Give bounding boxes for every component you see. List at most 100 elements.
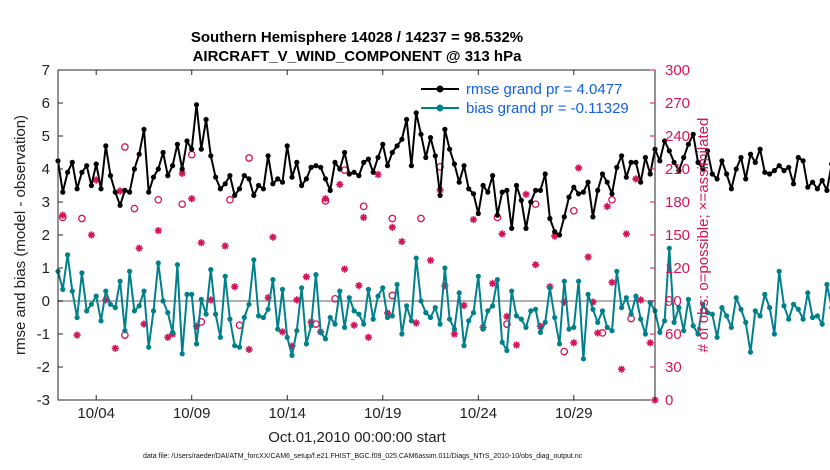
rmse-point: [399, 136, 405, 142]
rmse-point: [131, 166, 137, 172]
obs-assimilated-marker: [231, 283, 239, 291]
rmse-point: [695, 159, 701, 165]
rmse-point: [738, 154, 744, 161]
rmse-point: [461, 163, 467, 169]
rmse-point: [136, 151, 142, 157]
obs-assimilated-marker: [355, 282, 363, 290]
bias-point: [733, 295, 739, 301]
bias-point: [657, 329, 663, 335]
rmse-point: [719, 158, 725, 164]
rmse-point: [552, 229, 558, 235]
y-right-tick-label: 300: [665, 62, 690, 79]
rmse-point: [685, 141, 692, 147]
rmse-point: [184, 138, 190, 144]
y-right-tick-label: 90: [665, 293, 682, 310]
bias-point: [767, 305, 773, 311]
rmse-point: [174, 141, 180, 147]
rmse-point: [690, 131, 696, 137]
rmse-point: [141, 126, 147, 132]
obs-possible-marker: [245, 154, 253, 162]
bias-point: [251, 257, 257, 263]
bias-point: [365, 286, 371, 292]
bias-point: [700, 301, 706, 307]
bias-point: [451, 326, 457, 332]
bias-point: [513, 313, 520, 319]
rmse-point: [762, 169, 768, 175]
y-tick-label: -1: [37, 326, 50, 343]
rmse-point: [332, 159, 338, 165]
bias-point: [485, 308, 491, 314]
rmse-point: [318, 164, 324, 170]
rmse-point: [743, 176, 749, 182]
rmse-point: [824, 187, 830, 193]
y-right-tick-label: 210: [665, 161, 690, 178]
bias-point: [79, 270, 85, 276]
rmse-point: [767, 171, 773, 177]
rmse-point: [165, 173, 171, 179]
bias-point: [289, 352, 295, 358]
obs-assimilated-marker: [570, 339, 578, 347]
x-tick-label: 10/04: [77, 405, 115, 422]
bias-point: [542, 319, 548, 325]
obs-possible-marker: [503, 320, 511, 328]
bias-point: [576, 278, 582, 284]
rmse-point: [370, 169, 376, 175]
bias-point: [69, 288, 75, 294]
rmse-point: [662, 138, 668, 144]
bias-point: [260, 314, 266, 321]
rmse-point: [623, 174, 629, 180]
y-tick-label: 1: [42, 260, 50, 277]
obs-assimilated-marker: [73, 331, 81, 339]
rmse-point: [208, 153, 214, 159]
rmse-point: [394, 143, 400, 149]
bias-point: [275, 326, 281, 332]
bias-point: [552, 314, 558, 321]
rmse-point: [203, 116, 209, 123]
bias-point: [303, 341, 309, 347]
rmse-point: [408, 163, 414, 169]
bias-point: [719, 305, 725, 311]
obs-assimilated-marker: [426, 256, 435, 264]
rmse-point: [666, 148, 672, 154]
footer-data-file: data file: /Users/raeder/DAI/ATM_forcXX/…: [143, 453, 583, 460]
bias-point: [623, 295, 629, 301]
rmse-point: [404, 116, 410, 123]
obs-assimilated-marker: [264, 294, 272, 302]
bias-point: [208, 267, 214, 273]
bias-point: [762, 291, 768, 297]
bias-point: [437, 321, 443, 327]
obs-assimilated-marker: [269, 233, 277, 241]
rmse-point: [303, 176, 309, 182]
rmse-point: [384, 163, 391, 169]
rmse-point: [494, 212, 500, 218]
bias-point: [752, 308, 758, 314]
bias-point: [356, 311, 362, 317]
bias-point: [375, 293, 381, 299]
rmse-point: [375, 154, 381, 161]
x-tick-label: 10/09: [173, 405, 211, 422]
bias-point: [747, 349, 754, 355]
rmse-point: [79, 169, 85, 175]
rmse-point: [657, 158, 663, 164]
rmse-point: [704, 148, 711, 154]
rmse-point: [351, 169, 357, 175]
bias-point: [203, 311, 209, 317]
bias-point: [279, 286, 286, 292]
rmse-point: [566, 194, 572, 200]
rmse-point: [189, 146, 195, 152]
obs-assimilated-marker: [469, 216, 478, 224]
obs-assimilated-marker: [617, 365, 626, 373]
y-right-tick-label: 0: [665, 392, 673, 409]
rmse-point: [193, 102, 200, 108]
y-axis-right-label: # of obs: o=possible; ×=assimilated: [695, 118, 712, 353]
bias-point: [475, 273, 481, 279]
obs-assimilated-marker: [398, 238, 406, 246]
bias-point: [351, 308, 357, 314]
bias-point: [399, 331, 405, 337]
rmse-point: [814, 186, 821, 192]
x-axis-label: Oct.01,2010 00:00:00 start: [268, 429, 446, 446]
rmse-point: [65, 169, 71, 175]
bias-point: [184, 291, 190, 297]
rmse-point: [117, 202, 123, 208]
